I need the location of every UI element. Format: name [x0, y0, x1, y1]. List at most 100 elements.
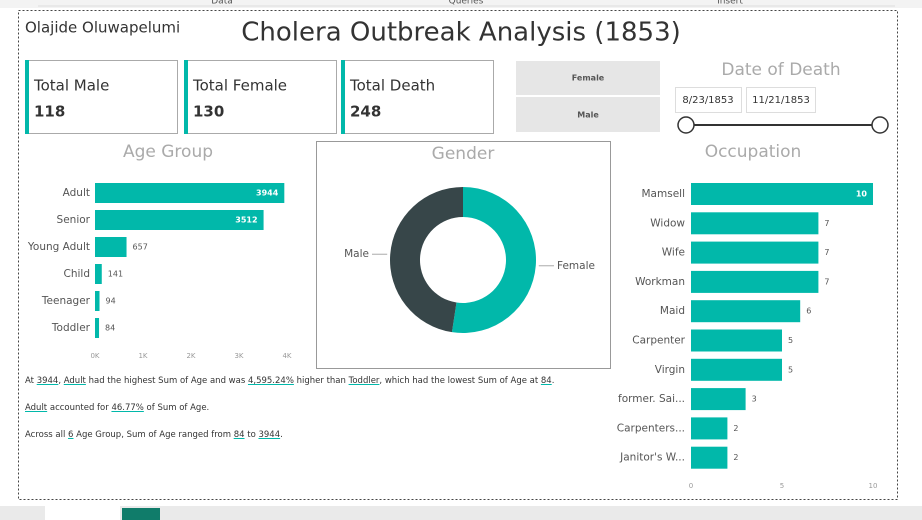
kpi-accent	[341, 60, 345, 134]
narrative-value: 84	[540, 376, 552, 386]
bar	[691, 329, 782, 352]
x-tick-label: 3K	[234, 352, 243, 360]
bar	[691, 388, 746, 411]
narrative-value: 3944	[258, 430, 281, 440]
narrative-text: accounted for	[47, 403, 112, 413]
data-label: 6	[806, 307, 811, 316]
slicer-option[interactable]: Female	[572, 74, 605, 83]
bar	[691, 183, 873, 205]
ribbon-tab[interactable]: Data	[211, 0, 233, 7]
author: Olajide Oluwapelumi	[25, 19, 180, 37]
narrative-text: Age Group, Sum of Age ranged from	[73, 430, 234, 440]
kpi-label: Total Male	[33, 77, 109, 95]
narrative-text: higher than	[293, 376, 349, 386]
kpi-card	[184, 60, 337, 134]
x-tick-label: 5	[780, 482, 784, 490]
narrative-text: had the highest Sum of Age and was	[85, 376, 248, 386]
bar	[691, 446, 728, 469]
bar	[95, 237, 127, 257]
chart-title: Gender	[432, 144, 495, 164]
x-tick-label: 10	[869, 482, 878, 490]
data-label: 84	[105, 324, 115, 333]
slicer-title: Date of Death	[721, 60, 840, 80]
data-label: 7	[824, 277, 829, 286]
data-label: 3944	[256, 189, 279, 198]
kpi-value: 118	[34, 103, 65, 121]
kpi-label: Total Death	[349, 77, 435, 95]
bar	[691, 270, 819, 293]
data-label: 3512	[235, 216, 257, 225]
bar	[691, 212, 819, 235]
category-label: Child	[64, 268, 91, 280]
narrative-text: ,	[58, 376, 64, 386]
category-label: Workman	[635, 276, 685, 288]
narrative-value: 84	[233, 430, 245, 440]
category-label: Maid	[660, 305, 685, 317]
bar	[95, 264, 102, 284]
ribbon-tab[interactable]: Queries	[449, 0, 484, 7]
narrative-value: 46.77%	[111, 403, 144, 413]
narrative-text: of Sum of Age.	[143, 403, 210, 413]
data-label: 2	[733, 424, 738, 433]
chart-title: Age Group	[123, 142, 213, 162]
report-title: Cholera Outbreak Analysis (1853)	[241, 18, 681, 48]
bar	[95, 183, 285, 203]
slider-handle[interactable]	[677, 116, 695, 134]
narrative-text: , which had the lowest Sum of Age at	[379, 376, 541, 386]
bar	[95, 291, 100, 311]
bar	[95, 210, 264, 230]
data-label: 5	[788, 365, 793, 374]
slicer-button[interactable]	[516, 61, 660, 95]
bar	[95, 318, 100, 338]
gender-frame	[316, 141, 611, 369]
donut-slice	[451, 186, 537, 334]
page-tab[interactable]	[122, 508, 160, 520]
kpi-accent	[25, 60, 29, 134]
category-label: Young Adult	[27, 241, 90, 253]
slicer-option[interactable]: Male	[577, 111, 599, 120]
narrative-line: Across all 6 Age Group, Sum of Age range…	[25, 430, 283, 440]
narrative-text: .	[280, 430, 283, 440]
date-box[interactable]	[675, 87, 742, 113]
x-tick-label: 2K	[186, 352, 195, 360]
date-start[interactable]: 8/23/1853	[682, 95, 733, 106]
category-label: former. Sai...	[618, 393, 685, 405]
narrative-value: 4,595.24%	[247, 376, 294, 386]
data-label: 141	[108, 270, 123, 279]
ribbon-tab[interactable]: Insert	[717, 0, 743, 7]
data-label: 2	[733, 453, 738, 462]
bar	[691, 241, 819, 264]
data-label: 5	[788, 336, 793, 345]
narrative-text: At	[25, 376, 37, 386]
data-label: 7	[824, 248, 829, 257]
narrative-value: Adult	[63, 376, 86, 386]
slicer-button[interactable]	[516, 97, 660, 132]
category-label: Toddler	[51, 322, 91, 334]
kpi-card	[25, 60, 178, 134]
slider-handle[interactable]	[871, 116, 889, 134]
kpi-label: Total Female	[192, 77, 287, 95]
bar	[691, 300, 801, 323]
date-end[interactable]: 11/21/1853	[752, 95, 810, 106]
narrative-value: Toddler	[348, 376, 380, 386]
slice-label: Male	[344, 248, 369, 260]
category-label: Mamsell	[642, 188, 686, 200]
narrative-line: At 3944, Adult had the highest Sum of Ag…	[25, 376, 554, 386]
slice-label: Female	[557, 260, 595, 272]
data-label: 94	[106, 297, 116, 306]
category-label: Adult	[63, 187, 90, 199]
category-label: Janitor's W...	[619, 452, 685, 464]
kpi-value: 248	[350, 103, 381, 121]
narrative-text: Across all	[25, 430, 69, 440]
bar	[691, 417, 728, 440]
date-box[interactable]	[746, 87, 816, 113]
narrative-line: Adult accounted for 46.77% of Sum of Age…	[25, 403, 209, 413]
bar	[691, 358, 782, 381]
page-tab[interactable]	[45, 506, 120, 520]
data-label: 657	[133, 243, 148, 252]
category-label: Virgin	[655, 364, 685, 376]
category-label: Carpenters...	[617, 422, 685, 434]
data-label: 10	[856, 190, 868, 199]
category-label: Carpenter	[632, 335, 685, 347]
